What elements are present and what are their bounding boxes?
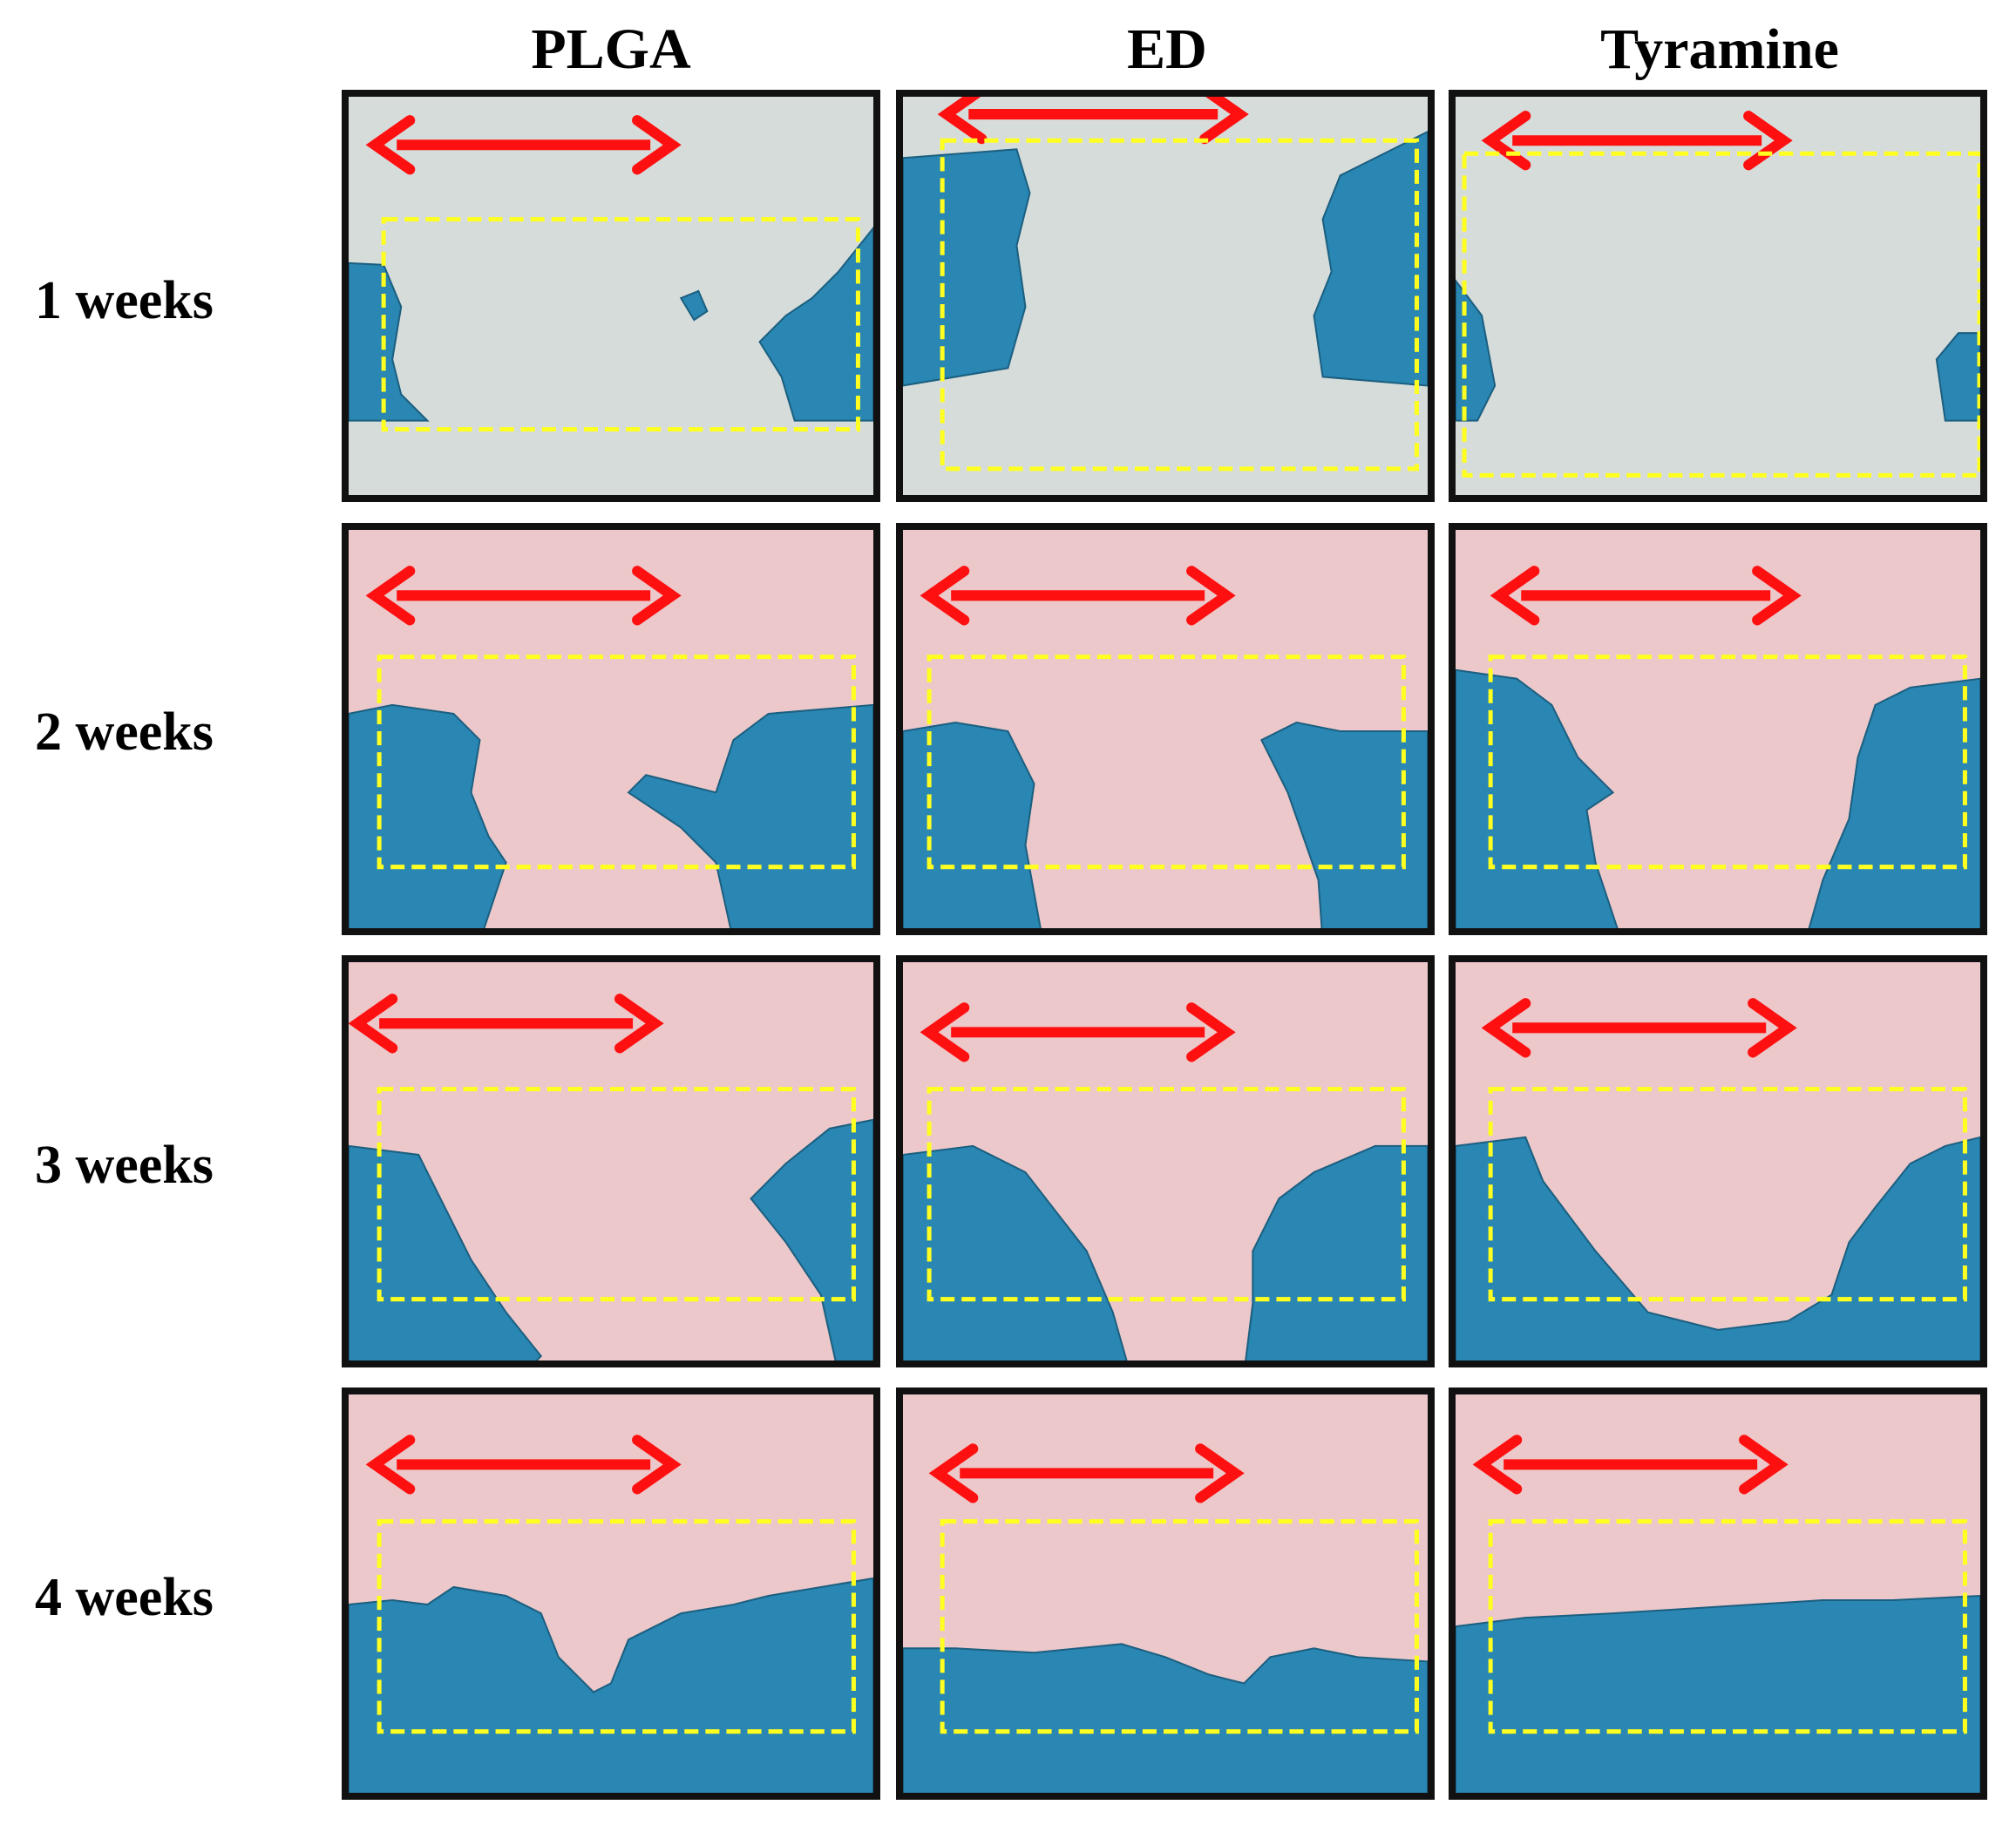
cartilage-tissue — [1808, 677, 1980, 928]
arrowhead — [632, 566, 682, 626]
micrograph-image — [1456, 530, 1980, 928]
cartilage-tissue — [903, 1144, 1128, 1360]
cartilage-tissue — [627, 703, 873, 928]
cartilage-tissue — [903, 1643, 1428, 1793]
region-of-interest-box — [1488, 1087, 1967, 1302]
arrowhead — [632, 1435, 682, 1495]
arrowhead — [1481, 998, 1531, 1058]
micrograph-week-2-plga — [342, 523, 880, 935]
region-of-interest-box — [1488, 1519, 1967, 1734]
region-of-interest-box — [1462, 151, 1980, 478]
arrowhead — [920, 566, 970, 626]
column-header-plga: PLGA — [531, 17, 691, 81]
arrowhead — [1743, 111, 1793, 171]
arrowhead — [614, 994, 664, 1054]
micrograph-image — [349, 1394, 873, 1793]
arrowhead — [365, 115, 416, 175]
cartilage-tissue — [1313, 131, 1428, 387]
slide-background — [349, 97, 873, 495]
cartilage-tissue — [1935, 332, 1980, 422]
micrograph-week-1-ed — [896, 90, 1435, 502]
cartilage-tissue — [903, 148, 1031, 387]
cartilage-tissue — [1245, 1144, 1428, 1360]
arrowhead — [1199, 97, 1249, 145]
micrograph-week-1-plga — [342, 90, 880, 502]
region-of-interest-box — [940, 138, 1419, 472]
arrowhead — [365, 566, 416, 626]
arrowhead — [1748, 998, 1797, 1058]
arrowhead — [1490, 566, 1540, 626]
slide-background — [1456, 97, 1980, 495]
cartilage-tissue — [349, 1144, 543, 1360]
region-of-interest-box — [927, 1087, 1406, 1302]
micrograph-week-4-ed — [896, 1388, 1435, 1800]
cartilage-tissue — [349, 1577, 873, 1793]
micrograph-image — [1456, 1394, 1980, 1793]
arrowhead — [1186, 1002, 1236, 1062]
micrograph-week-2-ed — [896, 523, 1435, 935]
column-header-tyramine: Tyramine — [1600, 17, 1839, 81]
micrograph-week-1-tyramine — [1449, 90, 1987, 502]
region-of-interest-box — [940, 1519, 1419, 1734]
region-of-interest-box — [377, 655, 856, 870]
arrowhead — [1752, 566, 1802, 626]
arrowhead — [365, 1435, 416, 1495]
micrograph-image — [1456, 962, 1980, 1360]
arrowhead — [1195, 1443, 1245, 1503]
arrowhead — [632, 115, 682, 175]
arrowhead — [349, 994, 398, 1054]
micrograph-week-4-plga — [342, 1388, 880, 1800]
micrograph-image — [349, 530, 873, 928]
micrograph-image — [349, 97, 873, 495]
micrograph-image — [903, 530, 1428, 928]
cartilage-tissue — [1456, 668, 1619, 928]
region-of-interest-box — [1488, 655, 1967, 870]
arrowhead — [1739, 1435, 1789, 1495]
cartilage-tissue — [679, 289, 709, 322]
micrograph-week-3-plga — [342, 955, 880, 1367]
row-header-week-2: 2 weeks — [35, 702, 214, 762]
cartilage-tissue — [1456, 1595, 1980, 1793]
micrograph-image — [903, 97, 1428, 495]
arrowhead — [1472, 1435, 1523, 1495]
cartilage-tissue — [758, 227, 873, 422]
micrograph-week-4-tyramine — [1449, 1388, 1987, 1800]
cartilage-tissue — [349, 261, 430, 422]
micrograph-image — [349, 962, 873, 1360]
region-of-interest-box — [377, 1519, 856, 1734]
arrowhead — [928, 1443, 979, 1503]
region-of-interest-box — [377, 1087, 856, 1302]
arrowhead — [1186, 566, 1236, 626]
row-header-week-3: 3 weeks — [35, 1136, 214, 1195]
cartilage-tissue — [1260, 721, 1428, 928]
cartilage-tissue — [349, 703, 507, 928]
micrograph-image — [903, 962, 1428, 1360]
arrowhead — [920, 1002, 970, 1062]
region-of-interest-box — [927, 655, 1406, 870]
micrograph-image — [903, 1394, 1428, 1793]
cartilage-tissue — [903, 721, 1042, 928]
micrograph-week-3-ed — [896, 955, 1435, 1367]
row-header-week-4: 4 weeks — [35, 1568, 214, 1627]
arrowhead — [1481, 111, 1531, 171]
arrowhead — [937, 97, 988, 145]
column-header-ed: ED — [1127, 17, 1207, 81]
micrograph-image — [1456, 97, 1980, 495]
row-header-week-1: 1 weeks — [35, 271, 214, 330]
micrograph-week-2-tyramine — [1449, 523, 1987, 935]
micrograph-week-3-tyramine — [1449, 955, 1987, 1367]
region-of-interest-box — [381, 217, 860, 432]
cartilage-tissue — [1456, 1136, 1980, 1360]
